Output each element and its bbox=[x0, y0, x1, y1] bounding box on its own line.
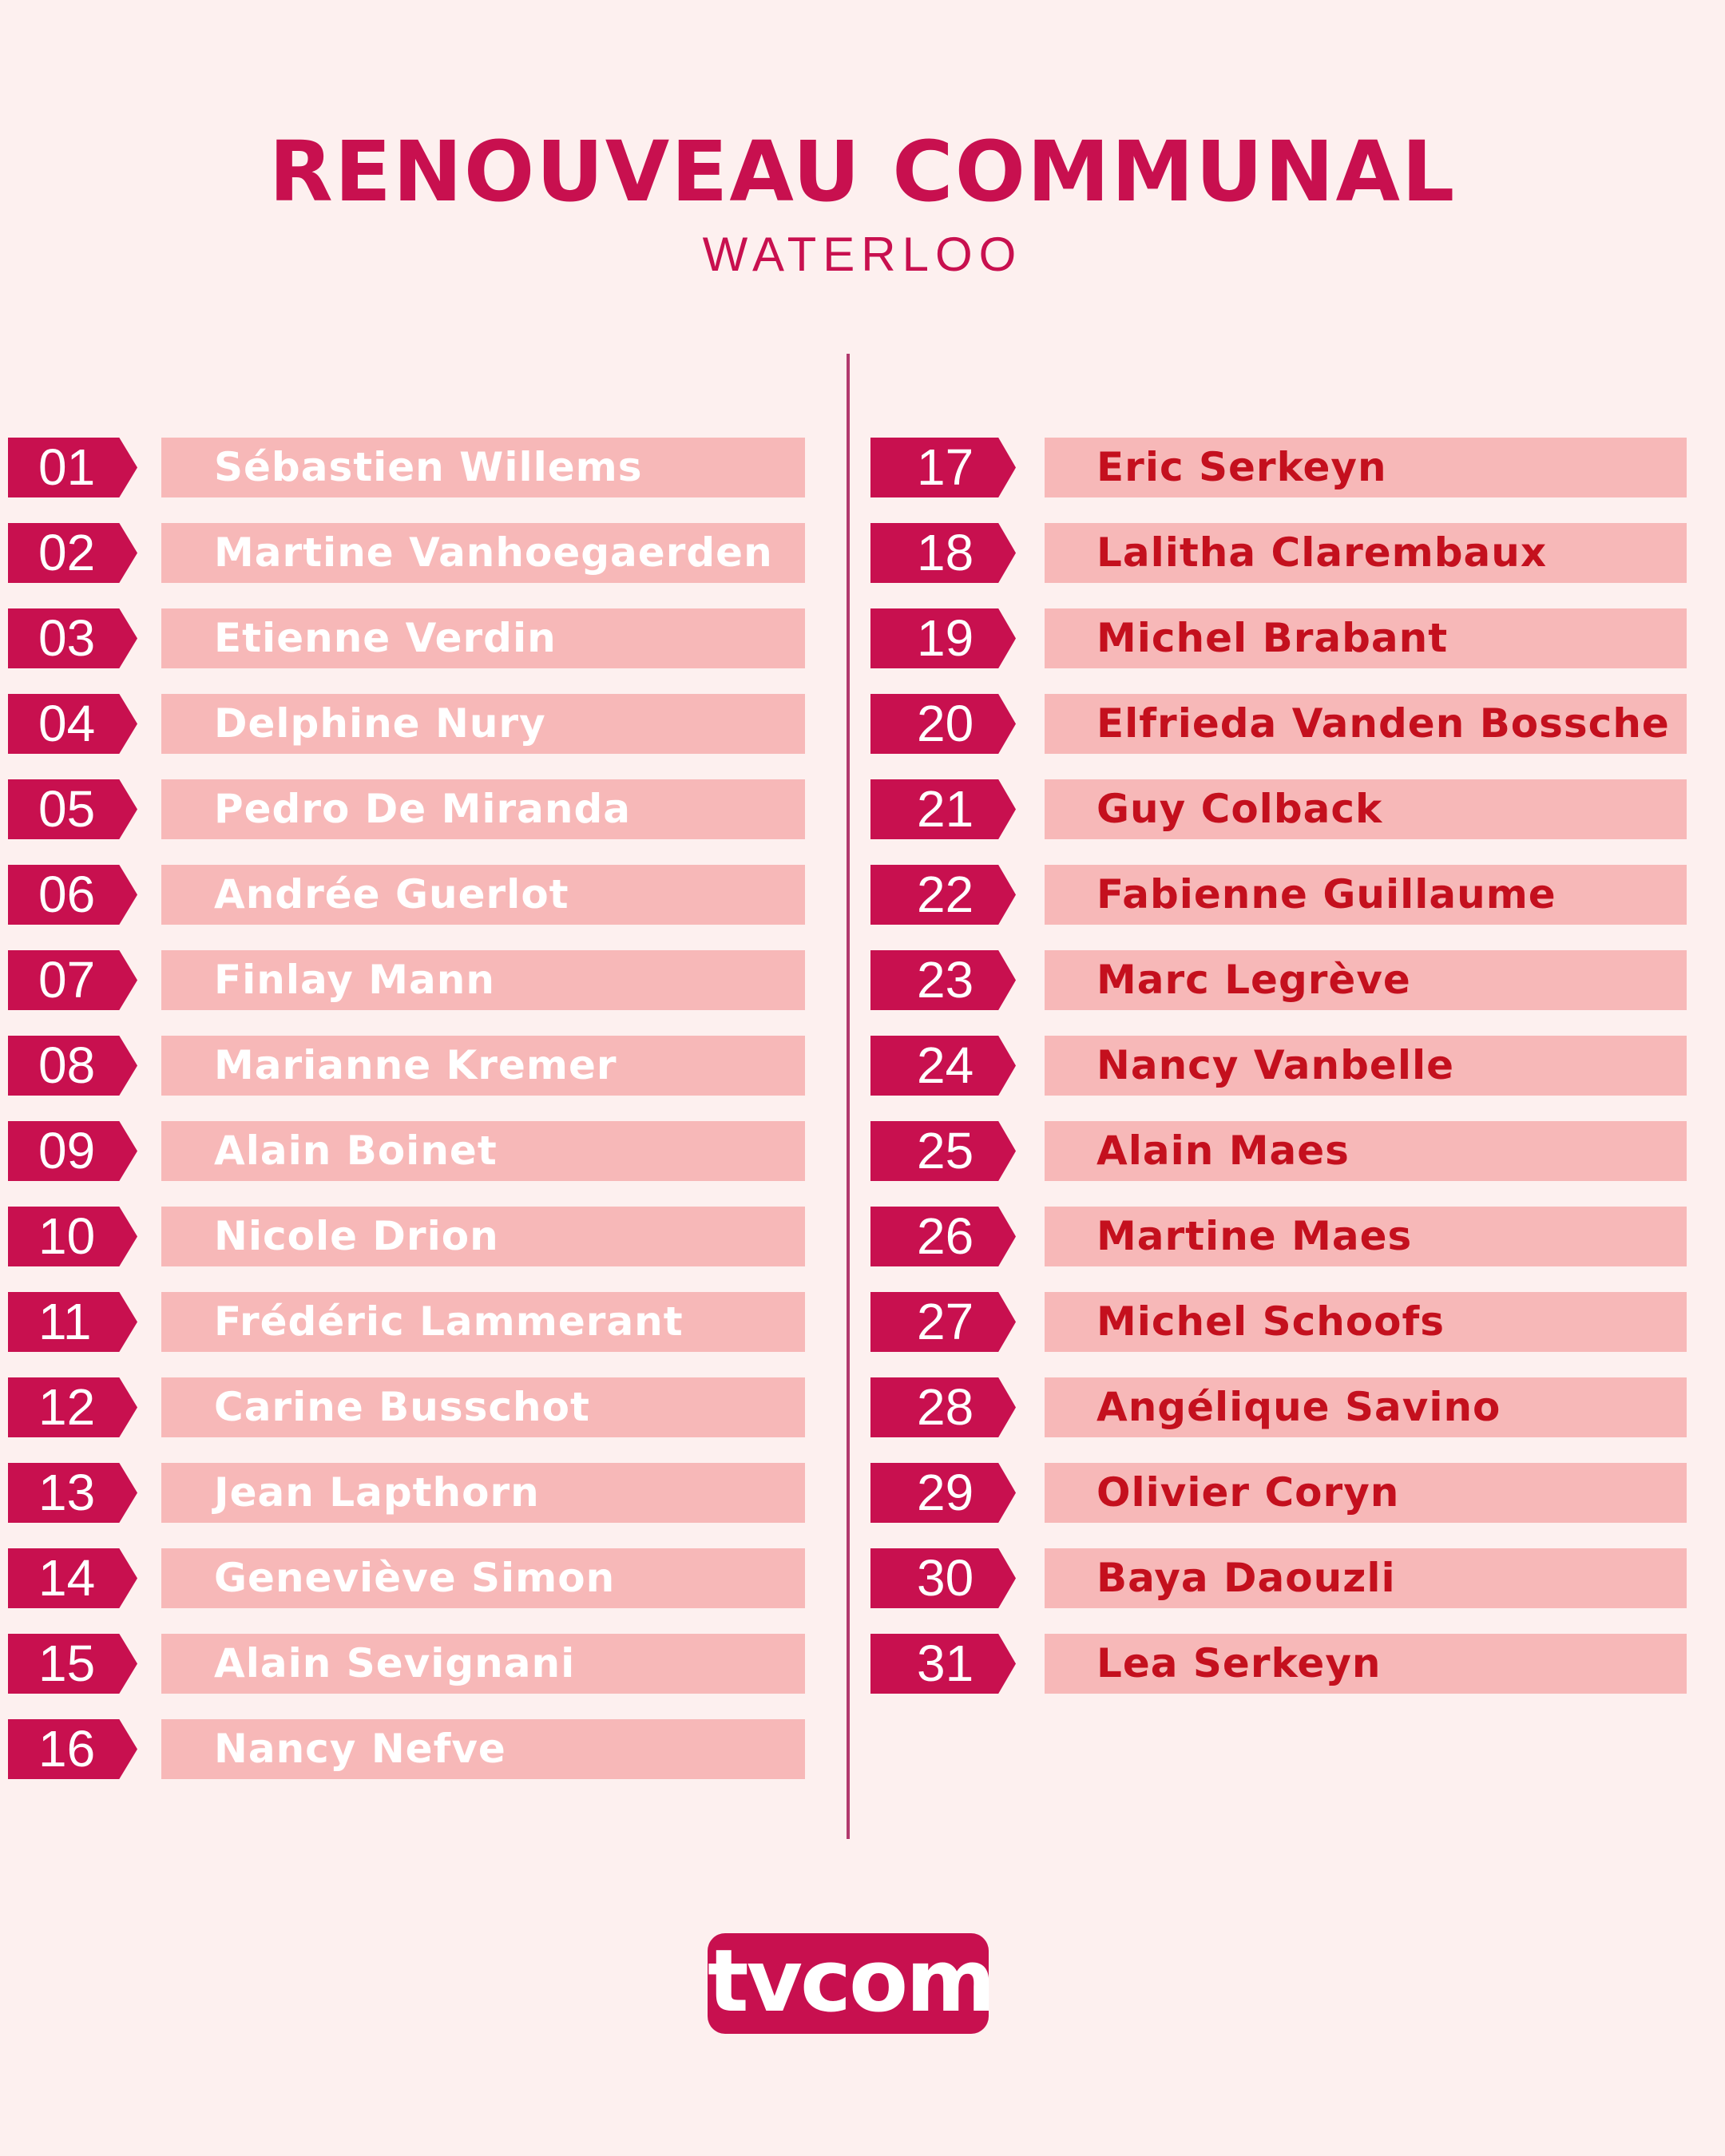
candidate-number-badge: 05 bbox=[8, 779, 137, 839]
candidate-number-badge: 26 bbox=[870, 1207, 1016, 1266]
candidate-number-badge: 19 bbox=[870, 608, 1016, 668]
candidate-name: Pedro De Miranda bbox=[161, 779, 805, 839]
candidate-number-badge: 17 bbox=[870, 438, 1016, 497]
candidate-number-badge: 23 bbox=[870, 950, 1016, 1010]
column-divider bbox=[847, 354, 850, 1839]
page-subtitle: WATERLOO bbox=[702, 228, 1023, 281]
candidate-number-badge: 28 bbox=[870, 1377, 1016, 1437]
candidate-number-badge: 21 bbox=[870, 779, 1016, 839]
candidate-name: Frédéric Lammerant bbox=[161, 1292, 805, 1352]
candidate-name: Fabienne Guillaume bbox=[1045, 865, 1687, 925]
candidate-name: Angélique Savino bbox=[1045, 1377, 1687, 1437]
candidate-number-badge: 14 bbox=[8, 1548, 137, 1608]
candidate-name: Sébastien Willems bbox=[161, 438, 805, 497]
candidate-number-badge: 08 bbox=[8, 1036, 137, 1096]
candidate-number-badge: 20 bbox=[870, 694, 1016, 754]
candidate-number-badge: 15 bbox=[8, 1634, 137, 1694]
candidate-number-badge: 22 bbox=[870, 865, 1016, 925]
candidate-name: Nancy Vanbelle bbox=[1045, 1036, 1687, 1096]
candidate-name: Alain Sevignani bbox=[161, 1634, 805, 1694]
candidate-name: Eric Serkeyn bbox=[1045, 438, 1687, 497]
candidate-number-badge: 30 bbox=[870, 1548, 1016, 1608]
candidate-name: Elfrieda Vanden Bossche bbox=[1045, 694, 1687, 754]
candidate-name: Delphine Nury bbox=[161, 694, 805, 754]
candidate-number-badge: 01 bbox=[8, 438, 137, 497]
candidate-name: Jean Lapthorn bbox=[161, 1463, 805, 1523]
candidate-name: Alain Boinet bbox=[161, 1121, 805, 1181]
candidate-number-badge: 03 bbox=[8, 608, 137, 668]
candidate-name: Guy Colback bbox=[1045, 779, 1687, 839]
candidate-number-badge: 18 bbox=[870, 523, 1016, 583]
candidate-name: Martine Maes bbox=[1045, 1207, 1687, 1266]
candidate-number-badge: 13 bbox=[8, 1463, 137, 1523]
candidate-number-badge: 07 bbox=[8, 950, 137, 1010]
candidate-name: Baya Daouzli bbox=[1045, 1548, 1687, 1608]
candidate-number-badge: 24 bbox=[870, 1036, 1016, 1096]
candidate-number-badge: 27 bbox=[870, 1292, 1016, 1352]
candidate-number-badge: 02 bbox=[8, 523, 137, 583]
candidate-name: Olivier Coryn bbox=[1045, 1463, 1687, 1523]
candidate-name: Etienne Verdin bbox=[161, 608, 805, 668]
candidate-number-badge: 11 bbox=[8, 1292, 137, 1352]
candidate-number-badge: 10 bbox=[8, 1207, 137, 1266]
candidate-name: Michel Schoofs bbox=[1045, 1292, 1687, 1352]
candidate-name: Nicole Drion bbox=[161, 1207, 805, 1266]
candidate-number-badge: 12 bbox=[8, 1377, 137, 1437]
candidate-number-badge: 09 bbox=[8, 1121, 137, 1181]
candidate-number-badge: 29 bbox=[870, 1463, 1016, 1523]
candidate-name: Andrée Guerlot bbox=[161, 865, 805, 925]
candidate-name: Lea Serkeyn bbox=[1045, 1634, 1687, 1694]
candidate-name: Michel Brabant bbox=[1045, 608, 1687, 668]
candidate-name: Marianne Kremer bbox=[161, 1036, 805, 1096]
candidate-name: Nancy Nefve bbox=[161, 1719, 805, 1779]
candidate-name: Marc Legrève bbox=[1045, 950, 1687, 1010]
candidate-number-badge: 06 bbox=[8, 865, 137, 925]
candidate-name: Geneviève Simon bbox=[161, 1548, 805, 1608]
page-title: RENOUVEAU COMMUNAL bbox=[268, 123, 1457, 220]
tvcom-logo: tvcom bbox=[708, 1933, 996, 2034]
candidate-number-badge: 04 bbox=[8, 694, 137, 754]
candidate-name: Carine Busschot bbox=[161, 1377, 805, 1437]
candidate-name: Martine Vanhoegaerden bbox=[161, 523, 805, 583]
candidate-number-badge: 16 bbox=[8, 1719, 137, 1779]
candidate-number-badge: 25 bbox=[870, 1121, 1016, 1181]
candidate-name: Alain Maes bbox=[1045, 1121, 1687, 1181]
candidate-name: Finlay Mann bbox=[161, 950, 805, 1010]
candidate-name: Lalitha Clarembaux bbox=[1045, 523, 1687, 583]
candidate-number-badge: 31 bbox=[870, 1634, 1016, 1694]
